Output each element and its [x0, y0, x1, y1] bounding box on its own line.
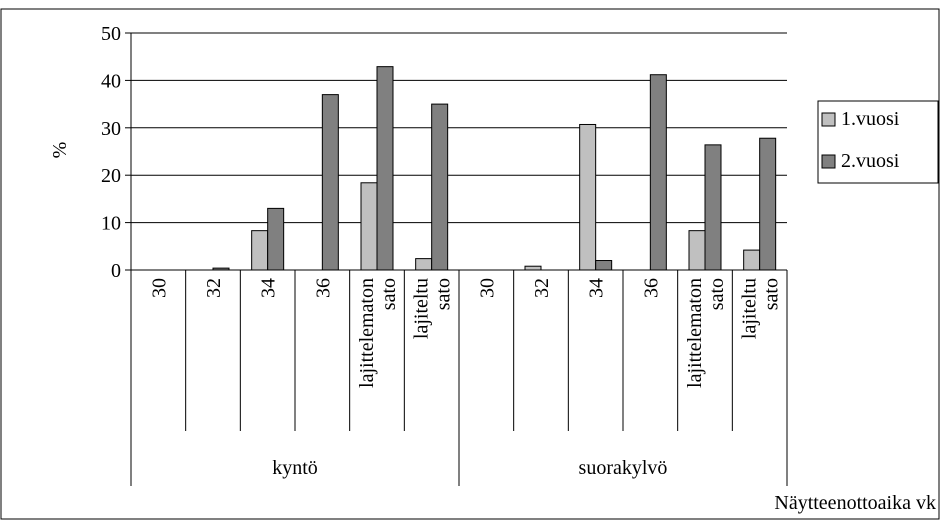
x-group-label: kyntö — [272, 457, 318, 479]
x-category-label: 30 — [476, 278, 498, 298]
bar — [267, 207, 285, 271]
bar — [376, 66, 394, 271]
bar — [649, 74, 667, 271]
bar — [524, 265, 542, 271]
x-category-label: lajiteltusato — [739, 278, 783, 339]
bar — [251, 230, 269, 271]
x-category-label-line: sato — [433, 278, 455, 310]
x-category-label: 34 — [586, 278, 608, 298]
chart-border — [0, 8, 940, 520]
y-tick-label: 40 — [101, 70, 121, 92]
x-axis-title: Näytteenottoaika vk — [774, 492, 936, 514]
legend-box — [817, 100, 939, 184]
y-axis-title: % — [49, 142, 71, 159]
bar — [321, 94, 339, 271]
x-category-label-line: lajittelematon — [684, 278, 706, 388]
x-category-label-line: sato — [378, 278, 400, 310]
x-category-label: lajittelematonsato — [356, 278, 400, 388]
y-tick-label: 10 — [101, 213, 121, 235]
bar — [431, 103, 449, 271]
x-category-label: 30 — [148, 278, 170, 298]
bar — [415, 258, 433, 271]
legend-label: 2.vuosi — [841, 150, 900, 172]
y-tick-label: 20 — [101, 165, 121, 187]
x-category-label-line: sato — [761, 278, 783, 310]
x-category-label: 36 — [640, 278, 662, 298]
x-category-label: lajittelematonsato — [684, 278, 728, 388]
x-category-label: 32 — [531, 278, 553, 298]
x-category-label-line: lajittelematon — [356, 278, 378, 388]
legend-swatch — [821, 154, 836, 169]
bar — [743, 249, 761, 271]
x-category-label: 36 — [312, 278, 334, 298]
legend-swatch — [821, 112, 836, 127]
bar — [759, 137, 777, 271]
y-tick-label: 30 — [101, 118, 121, 140]
y-tick-label: 0 — [111, 260, 121, 282]
y-tick-label: 50 — [101, 23, 121, 45]
legend-label: 1.vuosi — [841, 108, 900, 130]
x-group-label: suorakylvö — [579, 457, 668, 479]
x-category-label: 34 — [258, 278, 280, 298]
bar — [704, 144, 722, 271]
x-category-label-line: sato — [706, 278, 728, 310]
x-category-label: 32 — [203, 278, 225, 298]
x-category-label-line: lajiteltu — [739, 278, 761, 339]
bar — [688, 230, 706, 271]
legend: 1.vuosi 2.vuosi — [817, 100, 939, 184]
bar — [579, 123, 597, 271]
bar — [360, 182, 378, 271]
x-category-label: lajiteltusato — [411, 278, 455, 339]
bar — [595, 260, 613, 271]
x-category-label-line: lajiteltu — [411, 278, 433, 339]
